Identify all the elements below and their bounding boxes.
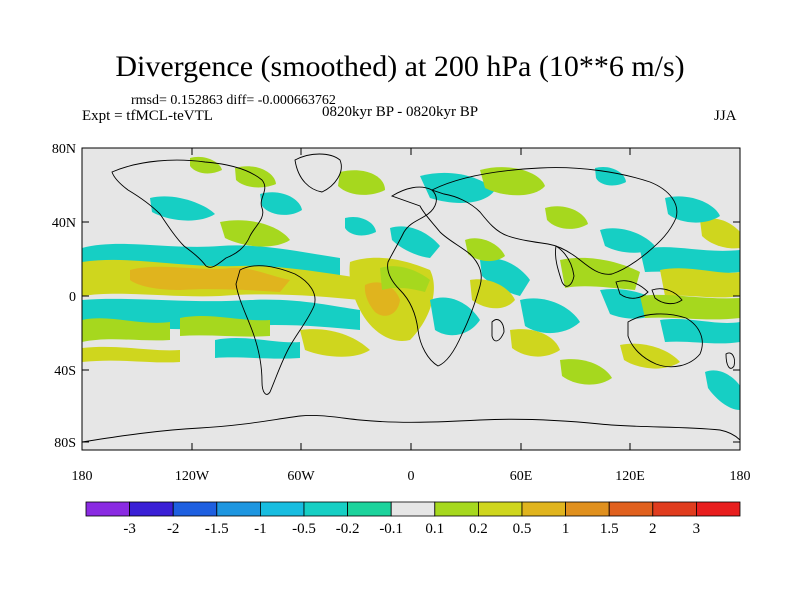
colorbar-swatch: [608, 501, 654, 517]
colorbar-swatch: [129, 501, 174, 517]
contour-region: [82, 346, 180, 363]
contour-region: [364, 282, 400, 316]
chart-title: Divergence (smoothed) at 200 hPa (10**6 …: [115, 50, 685, 83]
coast-india: [555, 245, 575, 287]
lon-label: 180: [72, 469, 93, 484]
axis-ticks: [81, 147, 741, 450]
colorbar-labels: -3 -2 -1.5 -1 -0.5 -0.2 -0.1 0.1 0.2 0.5 1 1.5 2 3: [123, 521, 700, 537]
colorbar-label: -2: [167, 521, 180, 537]
colorbar-label: -0.5: [292, 521, 316, 537]
colorbar-swatch: [303, 501, 348, 517]
colorbar-label: 3: [693, 521, 701, 537]
coast-antarctica: [82, 415, 740, 443]
colorbar-label: -3: [123, 521, 136, 537]
contour-region: [150, 196, 215, 221]
contour-region: [345, 216, 376, 236]
contour-region: [660, 268, 740, 298]
contour-region: [665, 196, 720, 223]
colorbar-swatch: [347, 501, 392, 517]
contour-region: [82, 318, 170, 342]
stats-text: rmsd= 0.152863 diff= -0.000663762: [131, 93, 336, 108]
contour-region: [465, 238, 505, 262]
contour-region: [338, 170, 385, 195]
contour-region: [705, 370, 740, 410]
coast-australia: [627, 313, 703, 368]
contour-region: [380, 266, 430, 292]
colorbar-label: 1: [562, 521, 570, 537]
contour-region: [545, 206, 588, 229]
lon-label: 180: [730, 469, 751, 484]
lat-label: 40N: [52, 216, 76, 231]
contour-region: [260, 192, 302, 215]
lon-label: 120E: [615, 469, 645, 484]
lat-label: 40S: [54, 364, 76, 379]
contour-region: [300, 329, 370, 357]
contour-region: [430, 297, 480, 336]
contour-region: [620, 343, 680, 369]
colorbar-swatch: [696, 501, 741, 517]
lon-label: 120W: [175, 469, 210, 484]
colorbar-label: 2: [649, 521, 657, 537]
lon-label: 0: [408, 469, 415, 484]
colorbar-swatch: [477, 501, 523, 517]
coast-new-guinea: [651, 288, 683, 305]
contour-region: [560, 257, 640, 290]
contour-region: [560, 359, 612, 385]
contour-region: [235, 166, 276, 188]
coast-asia: [430, 167, 678, 275]
colorbar-label: -0.2: [336, 521, 360, 537]
contour-region: [220, 220, 290, 247]
contour-region: [520, 298, 580, 334]
colorbar-label: 0.1: [425, 521, 444, 537]
coast-south-america: [235, 265, 316, 395]
contour-region: [640, 247, 740, 274]
contour-region: [660, 319, 740, 344]
colorbar-label: -1: [254, 521, 267, 537]
coast-indonesia: [615, 280, 649, 299]
colorbar-swatch: [216, 501, 261, 517]
colorbar: [85, 501, 741, 517]
experiment-label: Expt = tfMCL-teVTL: [82, 108, 213, 124]
contour-region: [470, 279, 515, 309]
colorbar-swatch: [521, 501, 566, 517]
coast-new-zealand: [725, 352, 735, 369]
colorbar-label: 0.5: [513, 521, 532, 537]
colorbar-swatch: [172, 501, 218, 517]
coastlines: [82, 153, 740, 443]
contour-region: [480, 258, 530, 296]
colorbar-swatch: [434, 501, 479, 517]
coast-europe-africa: [387, 186, 482, 367]
colorbar-label: -1.5: [205, 521, 229, 537]
contour-region: [595, 166, 626, 186]
contour-region: [640, 294, 740, 320]
colorbar-swatch: [565, 501, 610, 517]
lat-label: 80S: [54, 436, 76, 451]
colorbar-swatch: [259, 501, 305, 517]
lon-label: 60E: [510, 469, 533, 484]
contour-region: [510, 329, 560, 357]
contour-region: [82, 298, 360, 330]
lat-label: 0: [69, 290, 76, 305]
colorbar-swatch: [85, 501, 130, 517]
contour-region: [420, 172, 495, 203]
colorbar-label: 0.2: [469, 521, 488, 537]
contour-region: [700, 218, 740, 249]
coast-madagascar: [491, 319, 505, 342]
contour-region: [130, 266, 290, 292]
colorbar-swatch: [652, 501, 697, 517]
lon-label: 60W: [287, 469, 315, 484]
contour-region: [180, 316, 270, 337]
colorbar-label: 1.5: [600, 521, 619, 537]
colorbar-swatch: [390, 501, 436, 517]
lat-label: 80N: [52, 142, 76, 157]
coast-greenland: [294, 153, 342, 193]
contour-region: [480, 167, 545, 196]
coast-north-america: [111, 159, 266, 268]
season-label: JJA: [714, 108, 737, 124]
colorbar-label: -0.1: [379, 521, 403, 537]
divergence-field: [82, 156, 740, 410]
contour-region: [600, 228, 655, 253]
period-label: 0820kyr BP - 0820kyr BP: [322, 104, 479, 120]
